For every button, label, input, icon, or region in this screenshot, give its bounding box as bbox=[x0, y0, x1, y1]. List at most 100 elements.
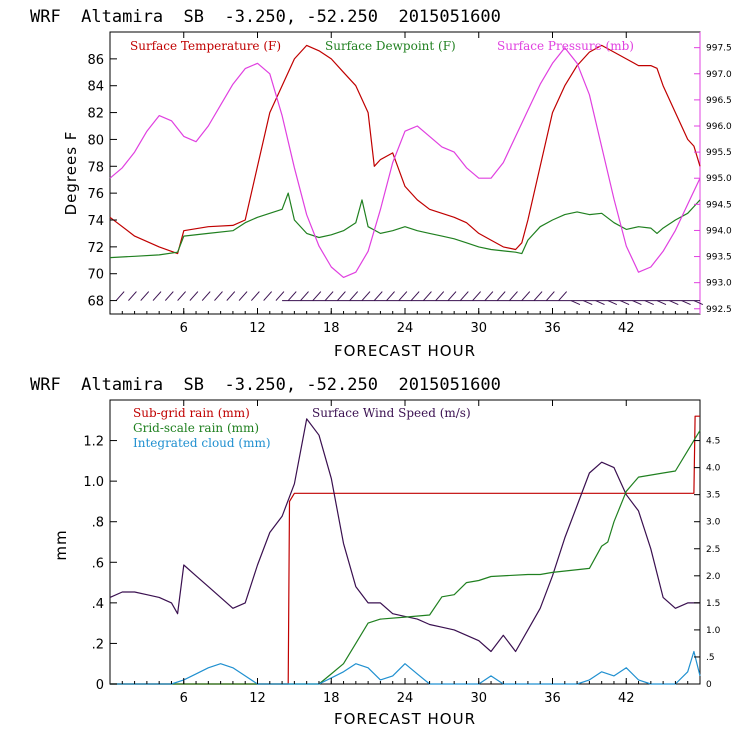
wind-barb bbox=[545, 291, 555, 301]
chart1-y-tick-label: 82 bbox=[87, 107, 104, 122]
wind-barb bbox=[681, 300, 691, 306]
chart1-right-tick-label: 994.0 bbox=[706, 226, 732, 236]
wind-barb bbox=[275, 291, 285, 301]
wind-barb bbox=[164, 291, 174, 301]
wind-barb bbox=[693, 300, 704, 306]
chart2-series-surface-wind-speed-m-s bbox=[109, 418, 700, 653]
wind-barb bbox=[570, 300, 581, 306]
chart2-x-tick-label: 42 bbox=[618, 691, 635, 706]
wind-barb bbox=[361, 291, 371, 301]
wind-barb bbox=[472, 291, 481, 301]
wind-barb bbox=[533, 291, 543, 301]
wind-barb bbox=[128, 291, 137, 301]
chart1-right-tick-label: 996.0 bbox=[706, 122, 732, 132]
chart2-right-tick-label: 3.5 bbox=[706, 491, 720, 501]
wind-barb bbox=[583, 300, 593, 306]
chart1-x-tick-label: 24 bbox=[397, 321, 414, 336]
wind-barb bbox=[214, 291, 223, 301]
chart2-right-tick-label: 4.0 bbox=[706, 464, 721, 474]
chart1-x-tick-label: 12 bbox=[249, 321, 266, 336]
wind-barb bbox=[656, 300, 667, 306]
wind-barb bbox=[496, 291, 506, 301]
wind-barb bbox=[177, 291, 186, 301]
chart2-legend-subgrid-rain: Sub-grid rain (mm) bbox=[133, 406, 250, 420]
chart1-right-tick-label: 993.0 bbox=[706, 279, 732, 289]
chart1-x-axis-label: FORECAST HOUR bbox=[334, 342, 476, 360]
chart2-x-tick-label: 24 bbox=[397, 691, 414, 706]
chart1-series-surface-dewpoint-f bbox=[109, 192, 701, 259]
chart2-x-axis-label: FORECAST HOUR bbox=[334, 710, 476, 728]
chart2-right-tick-label: 2.5 bbox=[706, 545, 720, 555]
wind-barb bbox=[115, 291, 125, 301]
chart1-y-axis-label: Degrees F bbox=[62, 131, 80, 216]
chart2-header: WRF Altamira SB -3.250, -52.250 20150516… bbox=[30, 375, 501, 395]
chart1-y-tick-label: 76 bbox=[87, 187, 104, 202]
wind-barb bbox=[373, 291, 383, 301]
chart2-right-tick-label: 3.0 bbox=[706, 518, 721, 528]
chart1-y-tick-label: 70 bbox=[87, 268, 104, 283]
chart2-right-tick-label: 2.0 bbox=[706, 572, 721, 582]
chart2-x-tick-label: 12 bbox=[249, 691, 266, 706]
chart2-series-sub-grid-rain-mm bbox=[110, 415, 700, 685]
chart1-y-tick-label: 68 bbox=[87, 295, 104, 310]
wind-barb bbox=[435, 291, 445, 301]
chart1-y-tick-label: 74 bbox=[87, 214, 104, 229]
chart1-y-tick-label: 80 bbox=[87, 133, 104, 148]
wind-barb bbox=[337, 291, 346, 301]
chart1-x-tick-label: 42 bbox=[618, 321, 635, 336]
chart1-right-tick-label: 993.5 bbox=[706, 253, 732, 263]
chart2-y-tick-label: .4 bbox=[92, 597, 104, 612]
chart2-right-tick-label: 0 bbox=[706, 680, 712, 690]
wind-barb bbox=[201, 291, 211, 301]
chart2-right-tick-label: .5 bbox=[706, 653, 715, 663]
chart2-y-tick-label: 1.2 bbox=[83, 435, 104, 450]
wind-barb bbox=[558, 291, 568, 301]
wind-barb bbox=[521, 291, 531, 301]
wind-barb bbox=[189, 291, 199, 301]
chart2-axes: 6 12 18 24 30 36 42 0 .2 .4 .6 .8 1.0 1.2 0 .5 1.0 1.5 2.0… bbox=[83, 400, 721, 706]
chart1-x-tick-label: 30 bbox=[470, 321, 487, 336]
wind-barb bbox=[644, 300, 654, 306]
wind-barb bbox=[459, 291, 469, 301]
chart1-right-tick-label: 995.0 bbox=[706, 174, 732, 184]
chart1-right-tick-label: 996.5 bbox=[706, 96, 732, 106]
wind-barb bbox=[669, 300, 679, 306]
wind-barb bbox=[447, 291, 457, 301]
chart1-right-tick-label: 997.5 bbox=[706, 44, 732, 54]
chart1-legend-pressure: Surface Pressure (mb) bbox=[497, 39, 634, 53]
chart1-series-surface-pressure-mb bbox=[109, 47, 701, 278]
chart1-y-tick-label: 78 bbox=[87, 160, 104, 175]
chart2-x-tick-label: 6 bbox=[180, 691, 188, 706]
chart1-y-tick-label: 86 bbox=[87, 53, 104, 68]
chart1-x-tick-label: 6 bbox=[180, 321, 188, 336]
chart1-plot-frame bbox=[109, 31, 701, 315]
wind-barb bbox=[386, 291, 395, 301]
wind-barb bbox=[250, 291, 260, 301]
chart2-right-tick-label: 4.5 bbox=[706, 437, 720, 447]
chart1-header: WRF Altamira SB -3.250, -52.250 20150516… bbox=[30, 7, 501, 27]
chart1-right-tick-label: 997.0 bbox=[706, 70, 732, 80]
chart1-x-tick-label: 18 bbox=[323, 321, 340, 336]
chart2-right-tick-label: 1.5 bbox=[706, 599, 720, 609]
wind-barb bbox=[349, 291, 359, 301]
wind-barb bbox=[632, 300, 642, 306]
chart2-y-tick-label: .2 bbox=[92, 637, 104, 652]
chart1-y-tick-label: 84 bbox=[87, 80, 104, 95]
wind-barbs bbox=[115, 291, 704, 306]
chart2-series-integrated-cloud-mm bbox=[110, 650, 701, 685]
chart2-x-tick-label: 36 bbox=[544, 691, 561, 706]
chart2-series-grid-scale-rain-mm bbox=[110, 430, 701, 685]
chart1-y-tick-label: 72 bbox=[87, 241, 104, 256]
chart2-series-group bbox=[109, 415, 701, 685]
chart1-series-surface-temperature-f bbox=[109, 44, 701, 255]
chart2-x-tick-label: 18 bbox=[323, 691, 340, 706]
chart2-y-tick-label: 0 bbox=[96, 678, 104, 693]
precipitation-panel: 6 12 18 24 30 36 42 0 .2 .4 .6 .8 1.0 1.2 0 .5 1.0 1.5 2.0… bbox=[52, 399, 721, 728]
wind-barb bbox=[300, 291, 309, 301]
chart1-legend-dewpoint: Surface Dewpoint (F) bbox=[325, 39, 456, 53]
chart2-y-tick-label: 1.0 bbox=[83, 475, 104, 490]
wind-barb bbox=[140, 291, 150, 301]
wind-barb bbox=[607, 300, 618, 306]
